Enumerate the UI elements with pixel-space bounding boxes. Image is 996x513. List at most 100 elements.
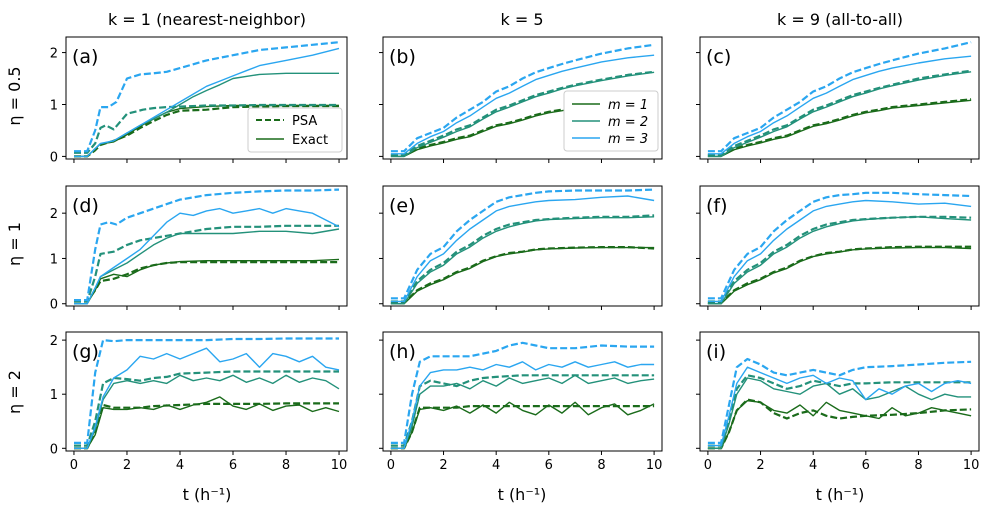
panel-label: (g) — [72, 341, 99, 363]
series-line-m1-psa — [390, 405, 655, 450]
series-line-m1-psa — [74, 104, 339, 158]
series-line-m2-psa — [707, 215, 972, 303]
series-line-m3-psa — [707, 41, 972, 153]
x-tick-label: 4 — [176, 458, 184, 473]
legend-psa-exact: PSA Exact — [247, 107, 343, 153]
series-line-m2-exact — [707, 377, 972, 449]
x-tick-label: 6 — [862, 458, 870, 473]
series-line-m1-exact — [707, 99, 972, 158]
panel-d: 0 1 2 (d) — [50, 185, 348, 313]
series-line-m3-psa — [390, 43, 655, 153]
series-line-m2-psa — [74, 103, 339, 154]
series-line-m1-psa — [707, 398, 972, 450]
series-line-m1-psa — [707, 98, 972, 157]
x-tick-label: 0 — [704, 458, 712, 473]
series-line-m2-exact — [390, 71, 655, 158]
panel-label: (f) — [706, 195, 728, 217]
series-line-m3-exact — [707, 199, 972, 303]
axes-frame — [699, 185, 980, 307]
series-line-m3-psa — [74, 337, 339, 444]
panel-label: (h) — [389, 341, 416, 363]
axes-frame — [65, 185, 348, 307]
x-tick-label: 0 — [70, 458, 78, 473]
col-title-2: k = 9 (all-to-all) — [777, 10, 903, 29]
panel-e: (e) — [379, 185, 663, 310]
y-tick-label: 2 — [50, 207, 58, 222]
legend-m-box — [563, 90, 659, 152]
series-line-m2-psa — [707, 374, 972, 447]
x-tick-label: 10 — [331, 458, 348, 473]
series-line-m3-exact — [390, 54, 655, 155]
x-tick-label: 8 — [914, 458, 922, 473]
y-tick-label: 0 — [50, 150, 58, 165]
series-line-m2-exact — [390, 216, 655, 305]
col-title-0: k = 1 (nearest-neighbor) — [108, 10, 306, 29]
x-tick-label: 0 — [387, 458, 395, 473]
panel-label: (a) — [72, 46, 98, 68]
panels-group: 0 1 2 (a) (b) (c) 0 1 2 (d) (e) (f) 0 2 4 6 8 10 0 1 2 (g) 0 2 4… — [50, 36, 980, 473]
x-axis-label-1: t (h⁻¹) — [498, 485, 547, 504]
panel-label: (c) — [706, 46, 731, 68]
x-tick-label: 8 — [597, 458, 605, 473]
x-tick-label: 10 — [963, 458, 980, 473]
axes-frame — [382, 185, 663, 307]
axes-frame — [699, 36, 980, 160]
y-tick-label: 1 — [50, 252, 58, 267]
axes-frame — [699, 331, 980, 452]
legend-m1-label: m = 1 — [608, 98, 648, 113]
panel-h: 0 2 4 6 8 10 (h) — [379, 331, 663, 473]
axes-frame — [382, 331, 663, 452]
row-label-2: η = 2 — [5, 370, 24, 414]
panel-label: (b) — [389, 46, 416, 68]
x-tick-label: 8 — [282, 458, 290, 473]
series-line-m2-exact — [707, 71, 972, 158]
row-label-1: η = 1 — [5, 222, 24, 266]
series-line-m2-exact — [74, 374, 340, 449]
axes-frame — [382, 36, 663, 160]
series-line-m1-exact — [707, 400, 972, 449]
legend-m: m = 1 m = 2 m = 3 — [563, 90, 659, 152]
x-tick-label: 2 — [756, 458, 764, 473]
series-line-m3-psa — [390, 188, 655, 300]
series-line-m3-exact — [707, 366, 972, 447]
y-tick-label: 0 — [50, 442, 58, 457]
panel-g: 0 2 4 6 8 10 0 1 2 (g) — [50, 331, 348, 473]
legend-exact-label: Exact — [292, 133, 328, 148]
series-line-m1-psa — [707, 245, 972, 304]
x-tick-label: 6 — [229, 458, 237, 473]
panel-label: (e) — [389, 195, 416, 217]
panel-c: (c) — [696, 36, 980, 163]
legend-psa-exact-box — [247, 107, 343, 153]
series-line-m2-psa — [74, 224, 339, 303]
col-title-1: k = 5 — [500, 10, 543, 29]
axes-frame — [65, 331, 348, 452]
series-line-m3-psa — [707, 357, 972, 444]
legend-m3-label: m = 3 — [608, 132, 648, 147]
legend-m2-label: m = 2 — [608, 115, 648, 130]
series-line-m2-exact — [707, 216, 972, 305]
series-line-m3-exact — [74, 207, 340, 305]
x-tick-label: 4 — [809, 458, 817, 473]
x-tick-label: 6 — [545, 458, 553, 473]
series-line-m3-exact — [390, 361, 655, 449]
y-tick-label: 2 — [50, 47, 58, 62]
series-line-m3-exact — [74, 47, 340, 158]
series-line-m2-psa — [74, 370, 339, 447]
y-tick-label: 1 — [50, 388, 58, 403]
x-axis-label-2: t (h⁻¹) — [816, 485, 865, 504]
series-line-m2-psa — [707, 69, 972, 156]
x-tick-label: 4 — [492, 458, 500, 473]
series-line-m2-exact — [74, 228, 340, 305]
series-line-m3-exact — [707, 55, 972, 155]
series-line-m2-exact — [390, 374, 655, 449]
series-line-m3-psa — [74, 41, 340, 153]
series-line-m2-psa — [390, 70, 655, 156]
series-line-m1-exact — [74, 396, 340, 449]
x-tick-label: 2 — [439, 458, 447, 473]
series-line-m1-exact — [390, 401, 655, 449]
panel-f: (f) — [696, 185, 980, 310]
y-tick-label: 1 — [50, 98, 58, 113]
panel-i: 0 2 4 6 8 10 (i) — [696, 331, 980, 473]
axes-frame — [65, 36, 348, 160]
series-line-m3-psa — [74, 188, 340, 302]
